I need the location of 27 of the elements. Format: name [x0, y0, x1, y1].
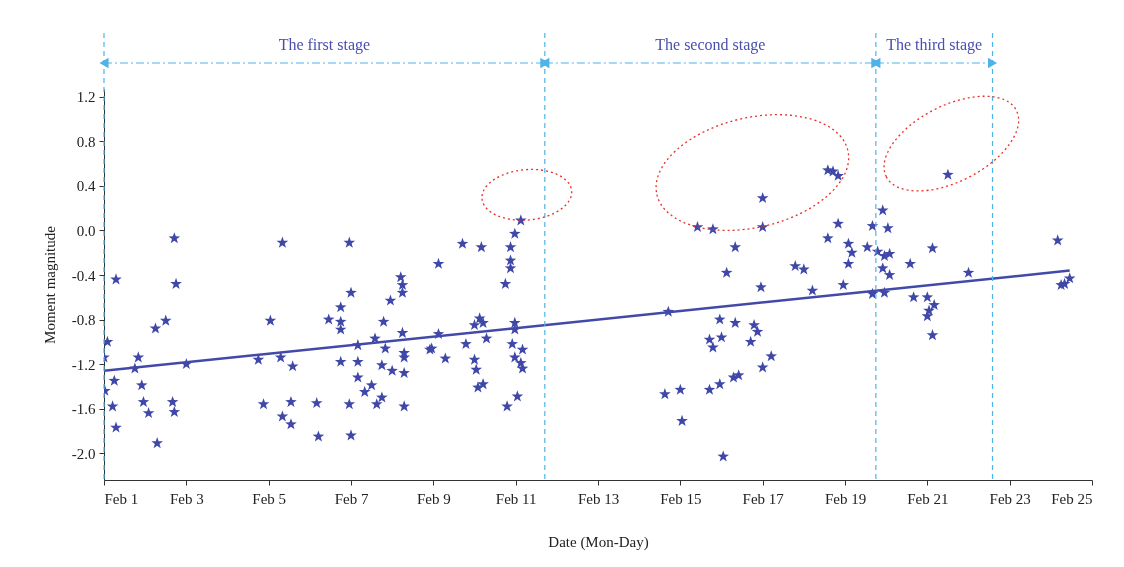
x-tick-label: Feb 5: [252, 490, 287, 507]
x-tick-label: Feb 13: [577, 490, 620, 507]
x-tick-label: Feb 19: [824, 490, 867, 507]
y-tick-label: -0.8: [71, 312, 96, 329]
x-tick-label: Feb 25: [1051, 490, 1093, 507]
x-tick-label: Feb 9: [416, 490, 451, 507]
text: The third stage: [886, 36, 983, 54]
y-tick-label: -1.2: [71, 356, 96, 373]
x-tick-label: Feb 1: [104, 490, 139, 507]
y-tick-label: 0.8: [76, 133, 96, 150]
y-tick-label: -0.4: [71, 267, 96, 284]
y-tick-label: 1.2: [76, 89, 96, 106]
text: The first stage: [278, 36, 371, 54]
text: The second stage: [655, 36, 766, 54]
x-tick-label: Feb 17: [742, 490, 785, 507]
y-tick-label: 0.4: [76, 178, 96, 195]
x-tick-label: Feb 21: [907, 490, 949, 507]
y-axis-title: Moment magnitude: [41, 225, 58, 344]
y-tick-label: -1.6: [71, 401, 96, 418]
x-axis-title: Date (Mon-Day): [548, 533, 649, 551]
x-tick-label: Feb 3: [169, 490, 204, 507]
x-tick-label: Feb 11: [495, 490, 537, 507]
y-tick-label: 0.0: [76, 222, 96, 239]
x-tick-label: Feb 15: [660, 490, 702, 507]
x-tick-label: Feb 7: [334, 490, 369, 507]
x-tick-label: Feb 23: [989, 490, 1031, 507]
y-tick-label: -2.0: [71, 445, 96, 462]
